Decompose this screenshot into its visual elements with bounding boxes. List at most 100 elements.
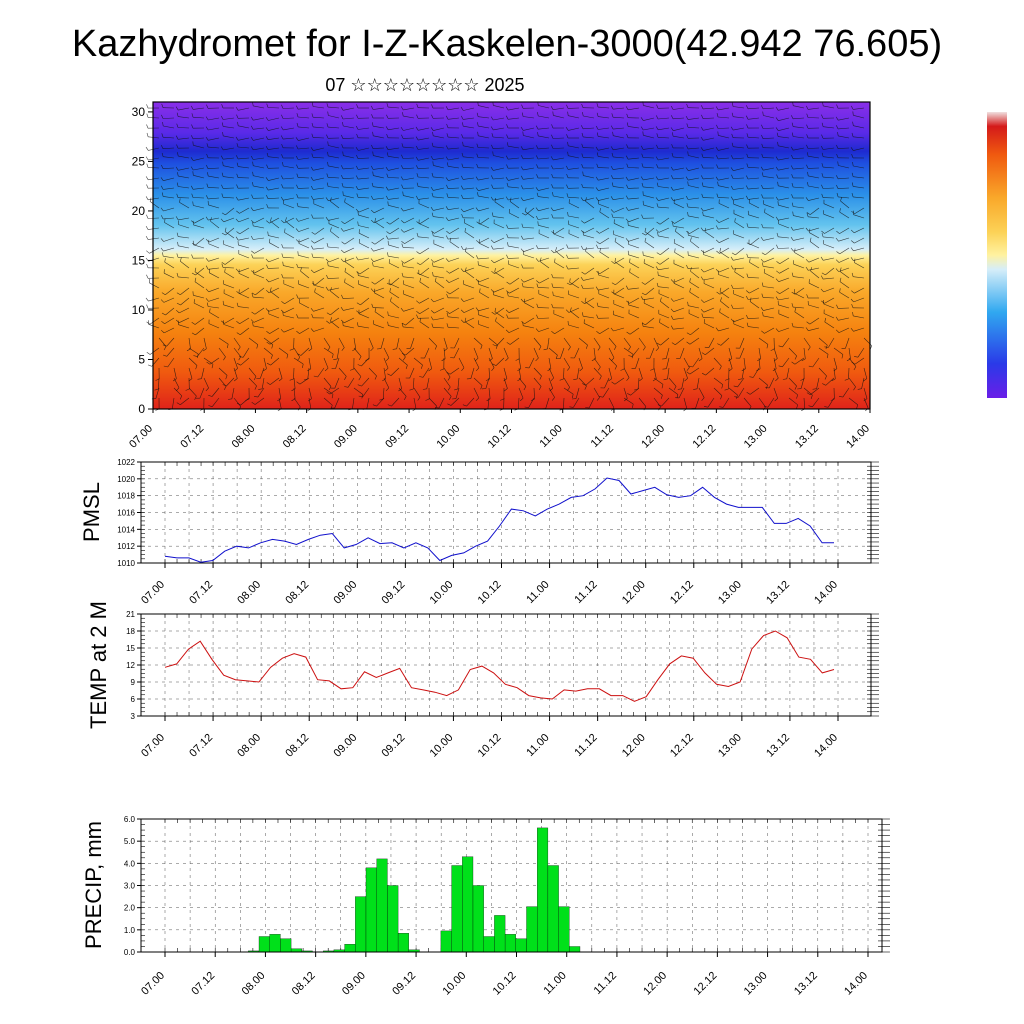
wind-barb-flag (146, 250, 150, 254)
wind-barb-flag (416, 314, 419, 319)
wind-barb-flag (775, 166, 779, 171)
wind-barb-flag (671, 220, 675, 224)
wind-barb-flag (252, 321, 254, 326)
wind-barb (180, 297, 190, 306)
wind-barb-flag (401, 272, 404, 277)
wind-barb (545, 397, 550, 409)
wind-barb-flag (778, 365, 783, 368)
wind-barb (178, 186, 190, 189)
wind-barb-flag (670, 166, 674, 171)
heatmap-x-ticks: 07.00 07.12 08.00 08.12 09.00 09.12 10.00 10.12… (127, 409, 872, 451)
wind-barb-flag (703, 406, 708, 408)
wind-barb (328, 165, 340, 169)
wind-barb-flag (730, 167, 734, 171)
wind-barb (313, 177, 325, 181)
wind-barb (343, 227, 355, 232)
wind-barb (658, 197, 670, 201)
wind-barb (298, 126, 310, 129)
wind-barb (300, 270, 310, 279)
wind-barb (293, 347, 301, 358)
wind-barb-flag (341, 144, 344, 149)
wind-barb-flag (555, 247, 557, 252)
wind-barb-flag (401, 143, 404, 148)
wind-barb-flag (206, 164, 209, 169)
wind-barb (658, 286, 670, 289)
wind-barb-flag (461, 163, 464, 168)
wind-barb (583, 247, 595, 250)
wind-barb (508, 295, 520, 299)
wind-barb (195, 237, 205, 246)
wind-barb-flag (551, 331, 555, 334)
wind-barb-flag (791, 194, 794, 199)
wind-barb (608, 337, 617, 347)
wind-barb (344, 217, 355, 225)
wind-barb-flag (521, 223, 524, 228)
wind-barb-flag (791, 361, 796, 365)
wind-barb-flag (625, 106, 629, 110)
wind-barb (238, 267, 250, 273)
wind-barb-flag (179, 198, 181, 203)
precip-bar (355, 896, 367, 953)
wind-barb-flag (731, 102, 734, 107)
wind-barb-flag (775, 106, 779, 111)
wind-barb-flag (719, 406, 724, 408)
wind-barb (433, 243, 445, 249)
wind-barb-flag (505, 176, 509, 181)
wind-barb-flag (314, 288, 316, 293)
wind-barb-flag (536, 280, 540, 284)
wind-barb-flag (840, 197, 842, 202)
wind-barb-flag (431, 114, 434, 119)
wind-barb (298, 107, 310, 110)
wind-barb-flag (222, 161, 224, 166)
wind-barb (328, 186, 340, 189)
wind-barb-flag (205, 387, 209, 392)
precip-bar (451, 865, 463, 953)
wind-barb-flag (206, 104, 209, 109)
wind-barb-flag (176, 292, 181, 295)
wind-barb-flag (610, 327, 614, 332)
wind-barb (838, 117, 850, 121)
x-tick-label: 11.12 (592, 970, 619, 997)
x-tick-label: 07.12 (187, 579, 215, 607)
wind-barb-flag (839, 277, 842, 282)
wind-barb-flag (821, 272, 826, 276)
wind-barb (238, 107, 250, 111)
wind-barb (863, 397, 869, 409)
wind-barb (344, 271, 355, 279)
y-tick-label: 2.0 (124, 904, 136, 913)
wind-barb-flag (626, 122, 629, 127)
wind-barb-flag (444, 348, 448, 352)
wind-barb (312, 257, 325, 259)
wind-barb-flag (371, 144, 374, 149)
wind-barb (383, 357, 389, 369)
wind-barb (739, 337, 745, 349)
wind-barb (419, 247, 430, 255)
y-tick-label: 4.0 (124, 859, 136, 868)
wind-barb (509, 201, 520, 209)
wind-barb-flag (250, 220, 255, 224)
wind-barb (854, 357, 865, 365)
wind-barb (165, 287, 175, 295)
wind-barb-flag (507, 242, 509, 247)
wind-barb-flag (280, 135, 284, 140)
wind-barb-flag (746, 290, 750, 294)
wind-barb-flag (628, 346, 631, 351)
wind-barb-flag (704, 227, 707, 232)
wind-barb (539, 261, 550, 269)
wind-barb (719, 251, 730, 259)
wind-barb (788, 377, 797, 387)
wind-barb (763, 257, 775, 263)
wind-barb-flag (762, 172, 764, 177)
wind-barb (424, 347, 430, 359)
wind-barb (547, 337, 550, 349)
wind-barb (297, 177, 310, 179)
wind-barb (518, 367, 522, 379)
y-tick-label: 0 (138, 402, 145, 416)
wind-barb (658, 267, 670, 271)
wind-barb (593, 337, 601, 348)
wind-barb (508, 197, 520, 201)
wind-barb-flag (326, 312, 331, 316)
wind-barb (809, 232, 820, 239)
wind-barb (703, 277, 715, 281)
y-tick-label: 15 (132, 253, 146, 267)
